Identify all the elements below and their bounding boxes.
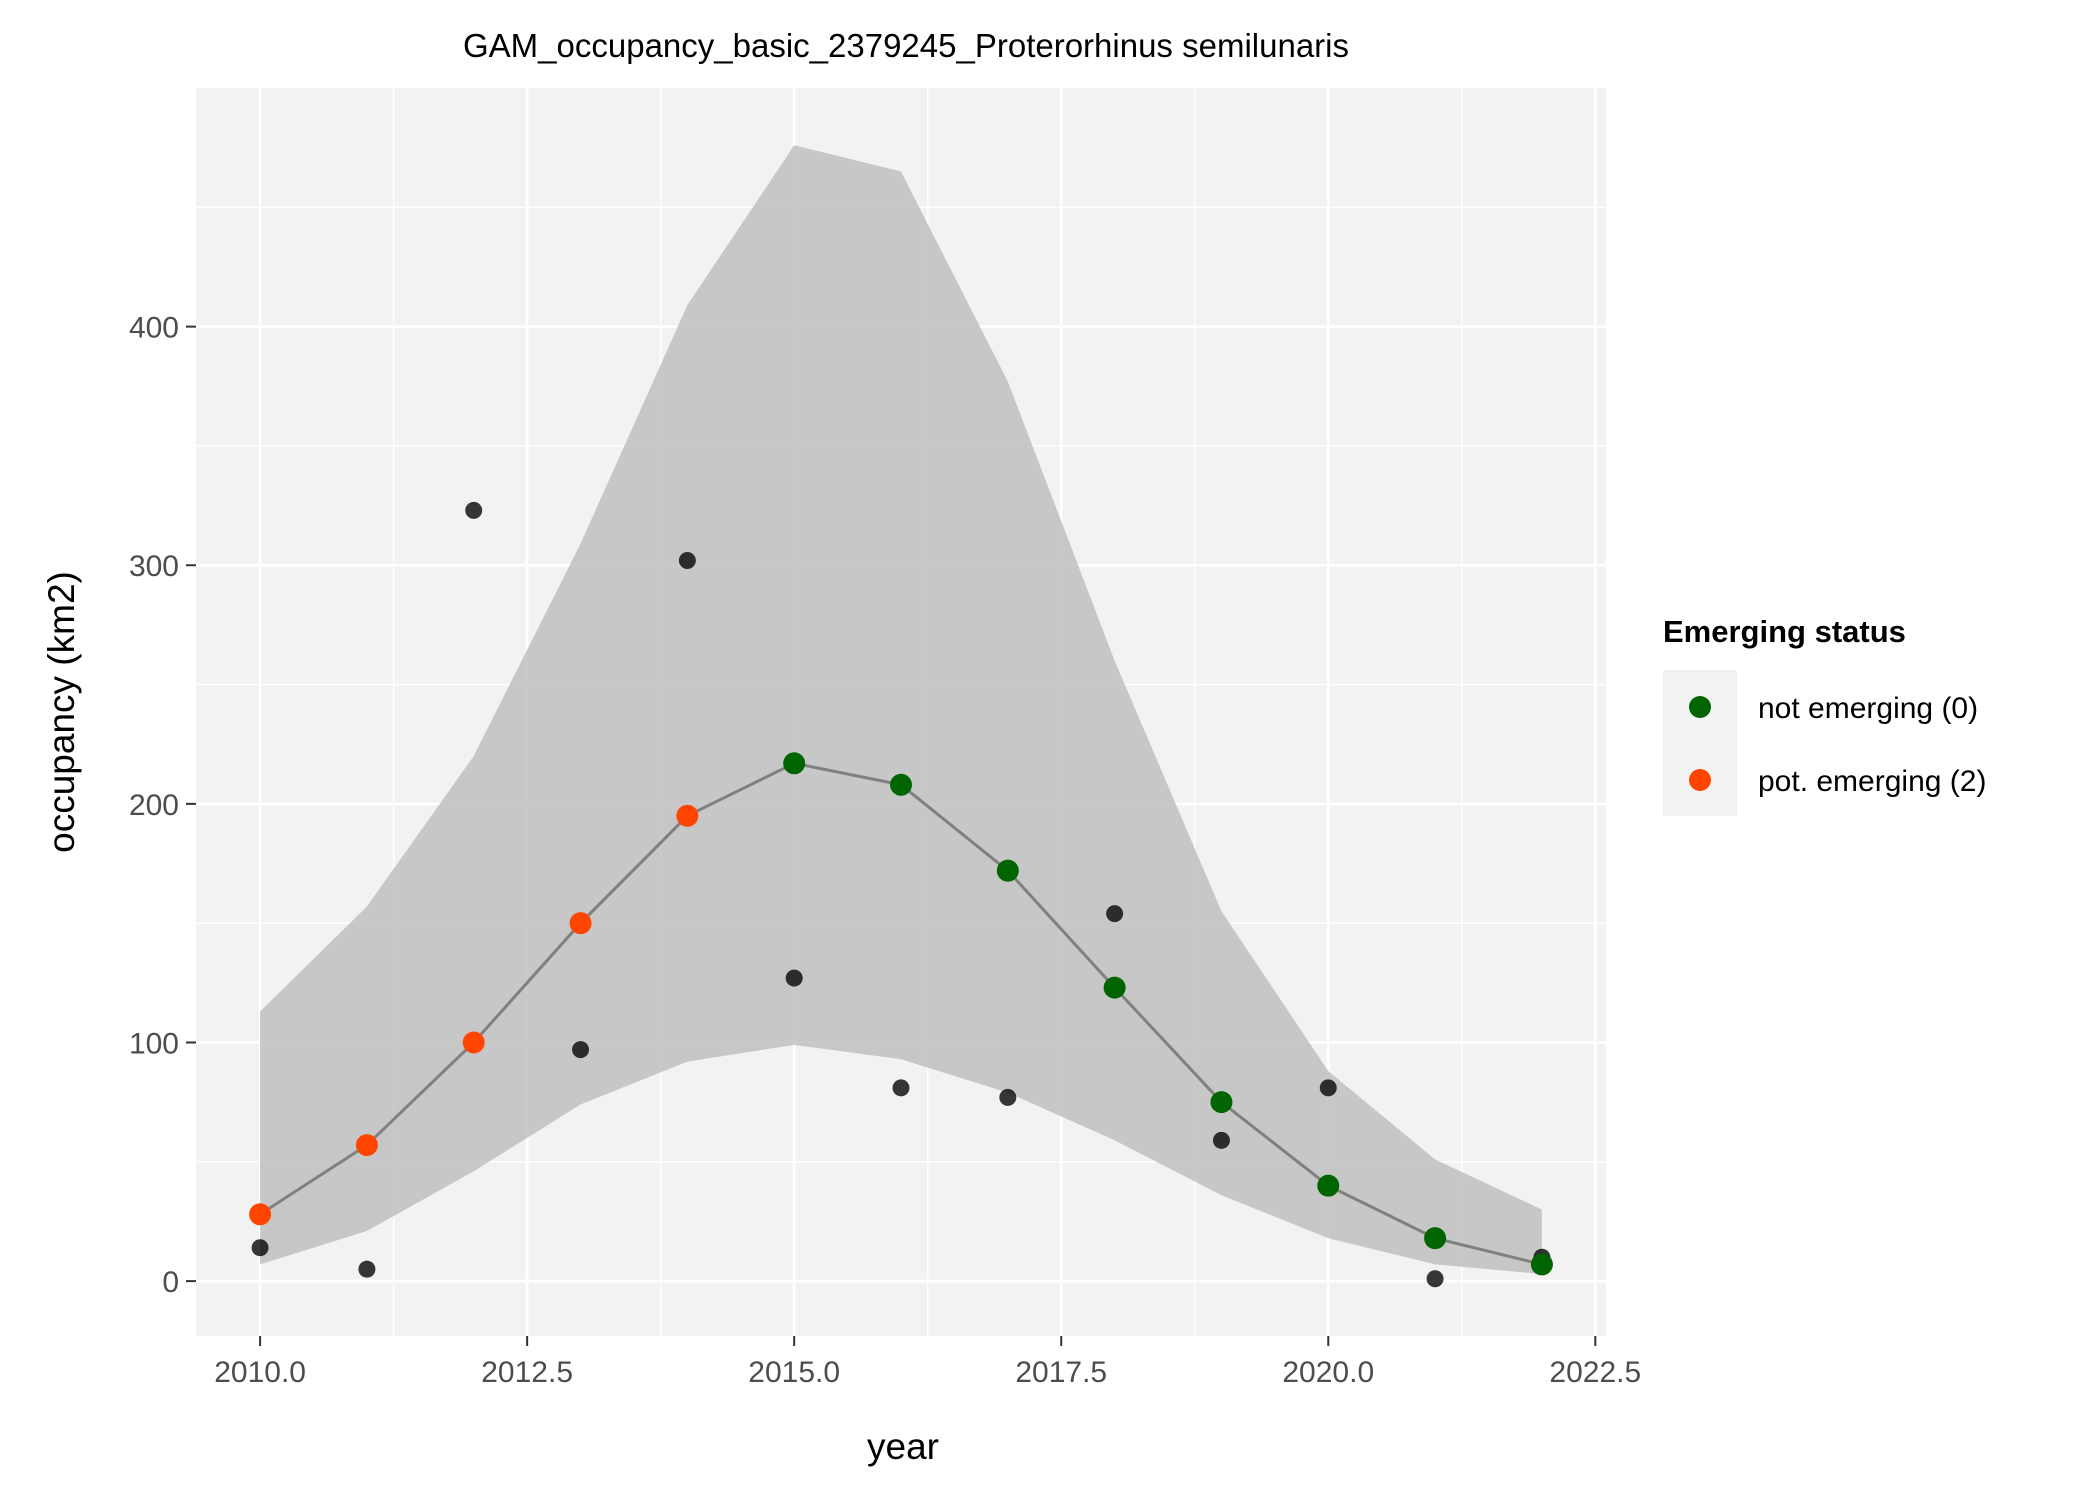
y-axis: 0 100 200 300 400	[129, 312, 196, 1299]
observed-point	[572, 1041, 590, 1059]
chart-title: GAM_occupancy_basic_2379245_Proterorhinu…	[463, 27, 1349, 64]
x-tick-label: 2020.0	[1282, 1356, 1374, 1389]
observed-point	[1212, 1131, 1230, 1149]
legend-label: not emerging (0)	[1758, 692, 1978, 725]
observed-point	[785, 969, 803, 987]
x-tick-label: 2015.0	[748, 1356, 840, 1389]
observed-point	[358, 1260, 376, 1278]
fitted-point	[355, 1134, 378, 1157]
fitted-point	[249, 1203, 272, 1226]
observed-point	[1106, 905, 1124, 923]
y-axis-title: occupancy (km2)	[41, 571, 82, 853]
observed-point	[892, 1079, 910, 1097]
y-tick-label: 400	[129, 312, 179, 345]
confidence-band	[260, 145, 1542, 1274]
x-axis: 2010.0 2012.5 2015.0 2017.5 2020.0 2022.5	[214, 1336, 1641, 1389]
fitted-point	[1530, 1253, 1553, 1276]
y-tick-label: 300	[129, 550, 179, 583]
fitted-point	[462, 1031, 485, 1054]
observed-point	[1426, 1270, 1444, 1288]
observed-point	[251, 1239, 269, 1257]
observed-point	[465, 501, 483, 519]
observed-points	[251, 501, 1551, 1288]
y-tick-label: 0	[162, 1266, 179, 1299]
fitted-point	[569, 912, 592, 935]
observed-point	[678, 551, 696, 569]
fitted-point	[676, 804, 699, 827]
x-tick-label: 2012.5	[481, 1356, 573, 1389]
legend: Emerging status not emerging (0) pot. eme…	[1663, 614, 1986, 816]
observed-point	[999, 1088, 1017, 1106]
x-tick-label: 2022.5	[1549, 1356, 1641, 1389]
fitted-point	[783, 752, 806, 775]
legend-key-background	[1663, 670, 1737, 816]
y-tick-label: 200	[129, 789, 179, 822]
fitted-point	[1210, 1091, 1233, 1114]
y-tick-label: 100	[129, 1027, 179, 1060]
observed-point	[1319, 1079, 1337, 1097]
x-tick-label: 2017.5	[1015, 1356, 1107, 1389]
legend-key	[1689, 696, 1711, 718]
fitted-point	[1103, 976, 1126, 999]
fitted-point	[996, 859, 1019, 882]
fitted-point	[1424, 1227, 1447, 1250]
legend-label: pot. emerging (2)	[1758, 765, 1986, 798]
legend-title: Emerging status	[1663, 614, 1906, 649]
fitted-point	[1317, 1174, 1340, 1197]
x-axis-title: year	[867, 1426, 939, 1467]
fitted-point	[890, 773, 912, 796]
fitted-points	[249, 752, 1553, 1276]
legend-key	[1689, 769, 1711, 791]
x-tick-label: 2010.0	[214, 1356, 306, 1389]
